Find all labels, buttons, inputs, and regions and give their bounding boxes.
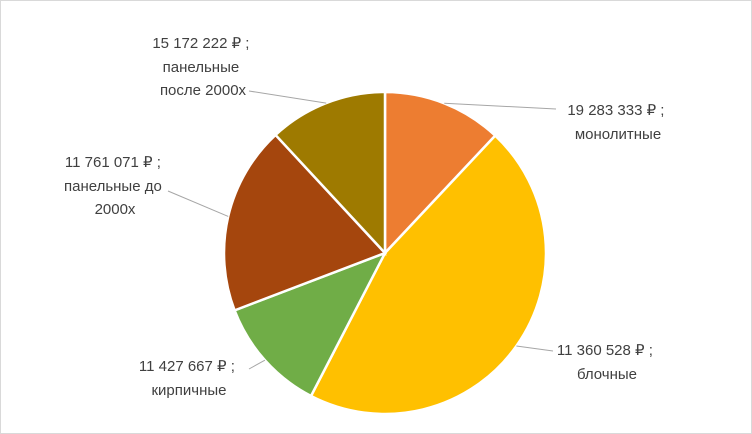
pie-slice-panelnye-do-2000 xyxy=(222,133,388,312)
leader-line-monolitnye xyxy=(444,102,557,110)
data-label-panelnye-do-2000: 11 761 071 ₽ ; панельные до 2000х xyxy=(64,154,166,218)
data-label-panelnye-do-2000-category-2: 2000х xyxy=(95,201,136,218)
data-label-monolitnye-value: 19 283 333 ₽ ; xyxy=(567,102,664,119)
data-label-kirpichnye: 11 427 667 ₽ ; кирпичные xyxy=(139,358,239,399)
data-label-panelnye-posle-2000-category-2: после 2000х xyxy=(160,82,247,99)
data-label-panelnye-posle-2000: 15 172 222 ₽ ; панельные после 2000х xyxy=(152,35,253,99)
leader-line-blochnye xyxy=(516,345,554,352)
data-label-blochnye-value: 11 360 528 ₽ ; xyxy=(557,342,653,359)
pie-slice-panelnye-posle-2000 xyxy=(273,90,387,257)
data-label-monolitnye: 19 283 333 ₽ ; монолитные xyxy=(567,102,668,143)
data-label-monolitnye-category: монолитные xyxy=(575,126,661,143)
data-label-panelnye-do-2000-value: 11 761 071 ₽ ; xyxy=(65,154,161,171)
leader-line-panelnye-posle-2000 xyxy=(248,90,327,104)
data-label-blochnye: 11 360 528 ₽ ; блочные xyxy=(557,342,657,383)
leader-line-panelnye-do-2000 xyxy=(167,190,229,217)
data-label-kirpichnye-value: 11 427 667 ₽ ; xyxy=(139,358,235,375)
leader-line-kirpichnye xyxy=(248,359,266,370)
data-label-blochnye-category: блочные xyxy=(577,366,637,383)
data-label-panelnye-posle-2000-category-1: панельные xyxy=(163,59,240,76)
data-label-panelnye-do-2000-category-1: панельные до xyxy=(64,178,162,195)
pie-slice-monolitnye xyxy=(383,90,497,257)
data-label-kirpichnye-category: кирпичные xyxy=(151,382,226,399)
data-label-panelnye-posle-2000-value: 15 172 222 ₽ ; xyxy=(152,35,249,52)
